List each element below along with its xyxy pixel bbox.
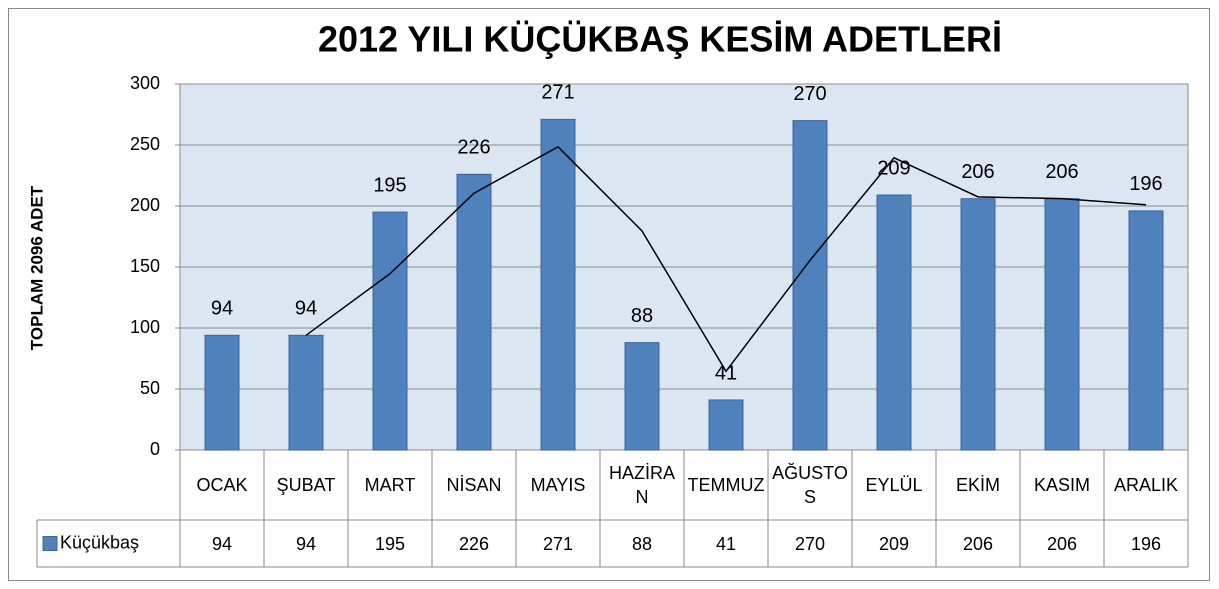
data-label: 209 <box>877 157 910 179</box>
table-value-box: 226 <box>458 533 490 554</box>
table-value: 206 <box>962 533 994 554</box>
category-label: KASIM <box>1033 475 1090 495</box>
category-label: ARALIK <box>1113 475 1179 495</box>
bar <box>792 120 828 451</box>
table-value-box: 206 <box>1046 533 1078 554</box>
data-label: 41 <box>715 362 737 384</box>
category-label-box: OCAK <box>196 475 248 495</box>
y-axis-label: TOPLAM 2096 ADET <box>27 185 46 350</box>
bar <box>876 194 912 451</box>
table-value-box: 94 <box>295 533 317 554</box>
bar <box>624 342 660 451</box>
table-value: 94 <box>211 533 233 554</box>
bar <box>540 118 576 451</box>
bar <box>204 334 240 451</box>
table-value-box: 271 <box>542 533 574 554</box>
data-label: 94 <box>211 298 233 320</box>
y-tick-label: 300 <box>130 73 160 93</box>
bar <box>708 399 744 451</box>
bar <box>372 211 408 451</box>
bar <box>288 334 324 451</box>
bar <box>960 198 996 451</box>
table-value: 94 <box>295 533 317 554</box>
table-value: 88 <box>631 533 653 554</box>
legend-key <box>42 536 58 551</box>
table-value: 196 <box>1130 533 1162 554</box>
category-label-box: EYLÜL <box>865 475 923 495</box>
category-label-box: ŞUBAT <box>276 475 336 495</box>
table-value: 41 <box>715 533 737 554</box>
table-value-box: 196 <box>1130 533 1162 554</box>
data-label: 94 <box>295 298 317 320</box>
y-tick-label: 150 <box>130 256 160 276</box>
category-label: MART <box>364 475 416 495</box>
y-tick-label: 0 <box>150 439 160 459</box>
table-value: 195 <box>374 533 406 554</box>
data-label: 206 <box>961 161 994 183</box>
legend-label: Küçükbaş <box>60 532 139 552</box>
category-label-box: EKİM <box>955 475 1000 495</box>
table-value-box: 88 <box>631 533 653 554</box>
category-label: TEMMUZ <box>687 475 765 495</box>
data-label: 196 <box>1129 173 1162 195</box>
category-label: AĞUSTOS <box>772 463 848 507</box>
table-value-box: 41 <box>715 533 737 554</box>
table-value: 271 <box>542 533 574 554</box>
table-value: 270 <box>794 533 826 554</box>
table-value-box: 270 <box>794 533 826 554</box>
category-label: EYLÜL <box>865 475 923 495</box>
table-value: 226 <box>458 533 490 554</box>
category-label-box: NİSAN <box>446 475 502 495</box>
category-label: ŞUBAT <box>276 475 336 495</box>
table-value-box: 94 <box>211 533 233 554</box>
bar <box>1044 198 1080 451</box>
y-tick-label: 50 <box>140 378 160 398</box>
y-tick-label: 200 <box>130 195 160 215</box>
table-value-box: 195 <box>374 533 406 554</box>
category-label-box: KASIM <box>1033 475 1090 495</box>
data-label: 195 <box>373 174 406 196</box>
category-label: EKİM <box>955 475 1000 495</box>
data-label: 226 <box>457 137 490 159</box>
category-label: NİSAN <box>446 475 502 495</box>
y-tick-label: 100 <box>130 317 160 337</box>
table-value: 206 <box>1046 533 1078 554</box>
category-label: MAYIS <box>530 475 586 495</box>
bar <box>456 173 492 451</box>
category-label-box: ARALIK <box>1113 475 1179 495</box>
table-value-box: 206 <box>962 533 994 554</box>
category-label-box: MAYIS <box>530 475 586 495</box>
data-label: 206 <box>1045 161 1078 183</box>
category-label-box: HAZİRAN <box>608 463 675 507</box>
bar <box>1128 210 1164 451</box>
category-label-box: MART <box>364 475 416 495</box>
data-label: 270 <box>793 83 826 105</box>
chart-title: 2012 YILI KÜÇÜKBAŞ KESİM ADETLERİ <box>318 19 1002 60</box>
data-label: 271 <box>541 82 574 104</box>
y-tick-label: 250 <box>130 134 160 154</box>
data-label: 88 <box>631 305 653 327</box>
category-label: HAZİRAN <box>608 463 675 507</box>
trendline <box>305 145 1147 373</box>
category-label-box: AĞUSTOS <box>772 463 848 507</box>
category-label: OCAK <box>196 475 248 495</box>
table-value: 209 <box>878 533 910 554</box>
table-value-box: 209 <box>878 533 910 554</box>
category-label-box: TEMMUZ <box>687 475 765 495</box>
